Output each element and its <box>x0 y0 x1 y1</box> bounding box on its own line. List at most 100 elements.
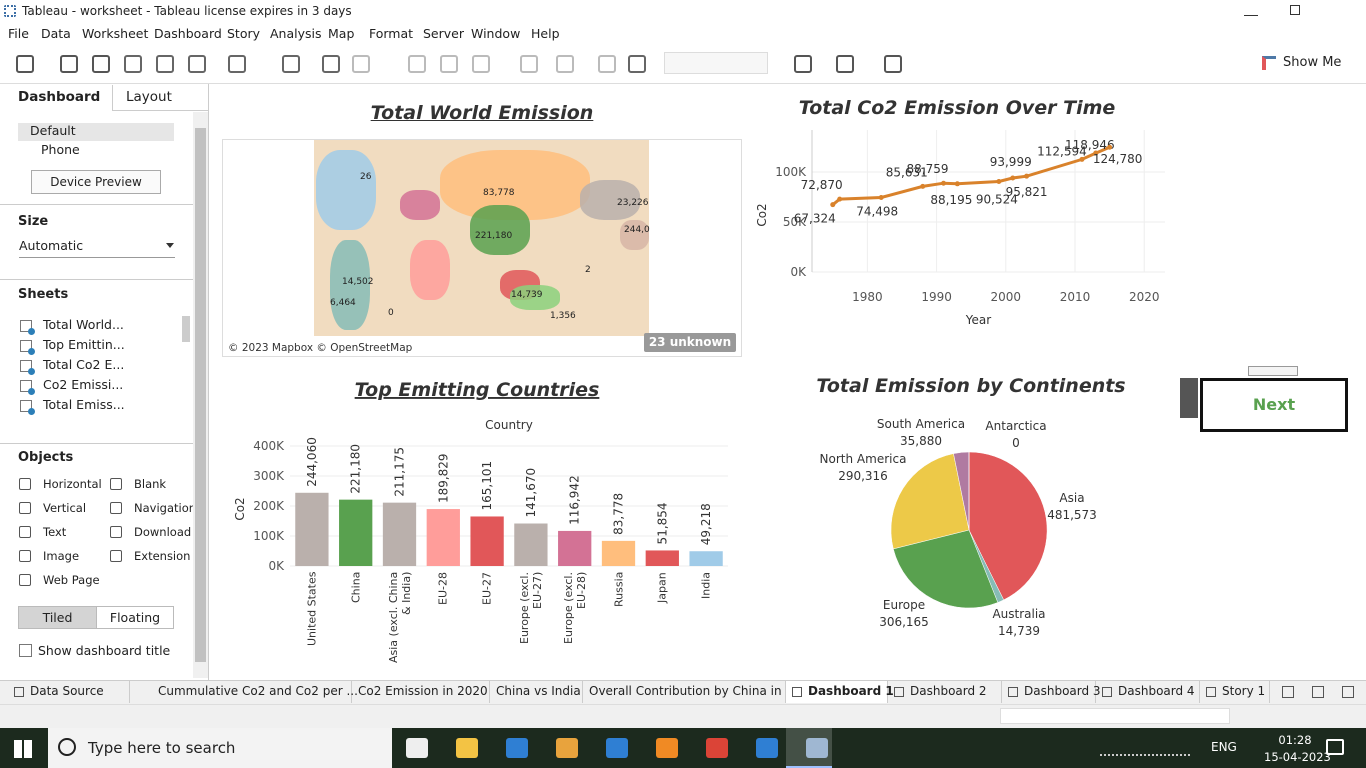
next-button[interactable]: Next <box>1200 378 1348 432</box>
toolbar-button[interactable] <box>520 55 538 73</box>
toolbar-button[interactable] <box>556 55 574 73</box>
toolbar-button[interactable] <box>124 55 142 73</box>
taskbar-app[interactable] <box>756 738 778 758</box>
new-dashboard[interactable] <box>1312 686 1324 698</box>
sheet-tab-label[interactable]: Overall Contribution by China in ... <box>589 684 797 698</box>
show-me-button[interactable]: Show Me <box>1283 55 1342 70</box>
taskbar-app[interactable] <box>706 738 728 758</box>
device-preview-button[interactable]: Device Preview <box>31 170 161 194</box>
search-box[interactable] <box>48 728 392 768</box>
panel-tab[interactable]: Layout <box>126 89 172 105</box>
toolbar-button[interactable] <box>92 55 110 73</box>
panel-tab[interactable]: Dashboard <box>18 89 101 105</box>
taskbar-app[interactable] <box>606 738 628 758</box>
sheet-tab-label[interactable]: Dashboard 2 <box>910 684 987 698</box>
taskbar-app[interactable] <box>556 738 578 758</box>
sheet-item[interactable]: Total Co2 E... <box>43 357 125 372</box>
sheet-tab[interactable] <box>1200 681 1270 703</box>
start-button[interactable] <box>14 740 32 758</box>
toolbar-button[interactable] <box>628 55 646 73</box>
checkbox-label[interactable]: Show dashboard title <box>38 643 171 658</box>
menu-item[interactable]: Story <box>227 26 261 41</box>
minimize-button[interactable] <box>1244 2 1258 16</box>
active-app[interactable] <box>786 728 832 768</box>
sheet-tab[interactable] <box>786 681 888 703</box>
object-item[interactable]: Web Page <box>43 573 100 587</box>
object-item[interactable]: Extension <box>134 549 191 563</box>
menu-item[interactable]: Map <box>328 26 355 41</box>
object-item[interactable]: Blank <box>134 477 167 491</box>
menu-item[interactable]: File <box>8 26 29 41</box>
new-worksheet[interactable] <box>1282 686 1294 698</box>
sheet-tab[interactable] <box>1096 681 1200 703</box>
toolbar-button[interactable] <box>794 55 812 73</box>
sheet-item[interactable]: Co2 Emissi... <box>43 377 124 392</box>
size-dropdown[interactable]: Automatic <box>19 238 175 258</box>
sheet-tab[interactable] <box>8 681 130 703</box>
taskbar-app[interactable] <box>506 738 528 758</box>
sheet-tab[interactable] <box>490 681 583 703</box>
new-story[interactable] <box>1342 686 1354 698</box>
show-me-icon[interactable] <box>1262 56 1276 70</box>
toolbar-button[interactable] <box>352 55 370 73</box>
taskbar-app[interactable] <box>806 738 828 758</box>
sheet-tab[interactable] <box>352 681 490 703</box>
menu-item[interactable]: Format <box>369 26 414 41</box>
clock-date[interactable]: 15-04-2023 <box>1264 750 1331 764</box>
clock-time[interactable]: 01:28 <box>1278 733 1312 747</box>
sheet-tab-label[interactable]: Data Source <box>30 684 104 698</box>
toolbar-button[interactable] <box>598 55 616 73</box>
toolbar-button[interactable] <box>322 55 340 73</box>
object-item[interactable]: Download <box>134 525 192 539</box>
language[interactable]: ENG <box>1211 740 1237 754</box>
toolbar-button[interactable] <box>440 55 458 73</box>
menu-item[interactable]: Server <box>423 26 464 41</box>
sheet-tab[interactable] <box>888 681 1002 703</box>
taskbar-app[interactable] <box>456 738 478 758</box>
sheet-tab-label[interactable]: Cummulative Co2 and Co2 per ... <box>158 684 358 698</box>
notifications[interactable] <box>1326 739 1344 755</box>
object-item[interactable]: Image <box>43 549 80 563</box>
taskbar-app[interactable] <box>656 738 678 758</box>
menu-item[interactable]: Analysis <box>270 26 322 41</box>
sheet-tab-label[interactable]: Dashboard 3 <box>1024 684 1101 698</box>
sheet-tab-label[interactable]: Dashboard 4 <box>1118 684 1195 698</box>
layout-mode-button[interactable]: Tiled <box>18 606 97 629</box>
maximize-button[interactable] <box>1290 5 1300 15</box>
toolbar-button[interactable] <box>408 55 426 73</box>
object-item[interactable]: Vertical <box>43 501 87 515</box>
toolbar-button[interactable] <box>16 55 34 73</box>
sheet-item[interactable]: Total Emiss... <box>43 397 125 412</box>
toolbar-button[interactable] <box>60 55 78 73</box>
sheet-item[interactable]: Top Emittin... <box>43 337 125 352</box>
menu-item[interactable]: Data <box>41 26 71 41</box>
toolbar-button[interactable] <box>472 55 490 73</box>
sheet-tab[interactable] <box>152 681 352 703</box>
device-phone[interactable]: Phone <box>41 142 80 157</box>
close-button[interactable] <box>1334 0 1350 20</box>
toolbar-button[interactable] <box>188 55 206 73</box>
toolbar-button[interactable] <box>228 55 246 73</box>
toolbar-button[interactable] <box>282 55 300 73</box>
menu-item[interactable]: Dashboard <box>154 26 222 41</box>
sheet-tab[interactable] <box>583 681 786 703</box>
next-toolbar[interactable] <box>1180 378 1198 418</box>
menu-item[interactable]: Worksheet <box>82 26 149 41</box>
device-default[interactable]: Default <box>18 123 174 141</box>
toolbar-dropdown[interactable] <box>664 52 768 74</box>
sheet-tab-label[interactable]: China vs India <box>496 684 581 698</box>
toolbar-button[interactable] <box>156 55 174 73</box>
object-item[interactable]: Horizontal <box>43 477 102 491</box>
object-item[interactable]: Navigation <box>134 501 197 515</box>
sheet-tab-label[interactable]: Co2 Emission in 2020 <box>358 684 488 698</box>
object-item[interactable]: Text <box>43 525 67 539</box>
layout-mode-button[interactable]: Floating <box>96 606 174 629</box>
taskbar-app[interactable] <box>406 738 428 758</box>
toolbar-button[interactable] <box>836 55 854 73</box>
toolbar-button[interactable] <box>884 55 902 73</box>
checkbox[interactable] <box>19 644 32 657</box>
menu-item[interactable]: Help <box>531 26 560 41</box>
panel-scroll-thumb[interactable] <box>195 128 206 662</box>
sheet-tab-label[interactable]: Dashboard 1 <box>808 684 894 698</box>
sheet-item[interactable]: Total World... <box>43 317 124 332</box>
